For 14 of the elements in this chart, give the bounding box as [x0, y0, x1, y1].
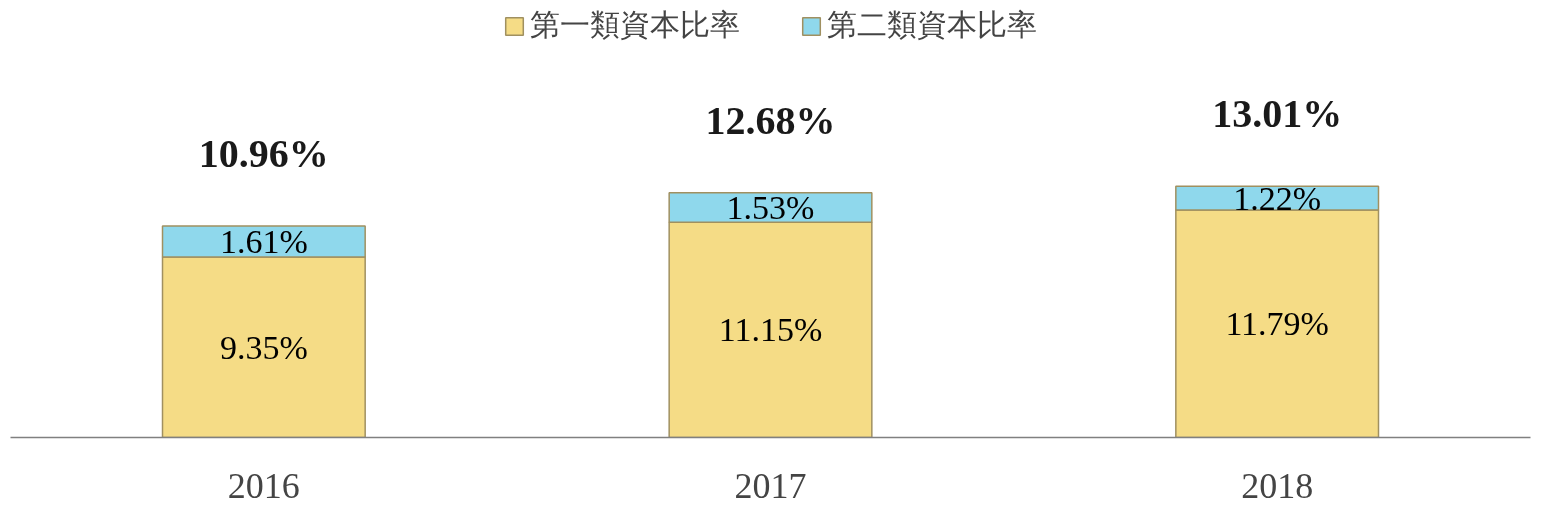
legend-label: 第一類資本比率	[530, 7, 740, 43]
data-label: 11.15%	[718, 311, 823, 349]
x-tick-label: 2016	[227, 465, 300, 506]
data-label: 1.53%	[726, 188, 815, 226]
data-label: 11.79%	[1225, 305, 1329, 343]
total-label: 13.01%	[1212, 91, 1343, 137]
data-label: 1.61%	[219, 222, 308, 260]
data-label: 9.35%	[219, 328, 308, 366]
legend-label: 第二類資本比率	[827, 7, 1037, 43]
total-label: 12.68%	[705, 97, 836, 143]
total-label: 10.96%	[198, 130, 329, 176]
x-tick-label: 2017	[734, 465, 807, 506]
x-tick-label: 2018	[1241, 465, 1314, 506]
data-label: 1.22%	[1233, 179, 1322, 217]
